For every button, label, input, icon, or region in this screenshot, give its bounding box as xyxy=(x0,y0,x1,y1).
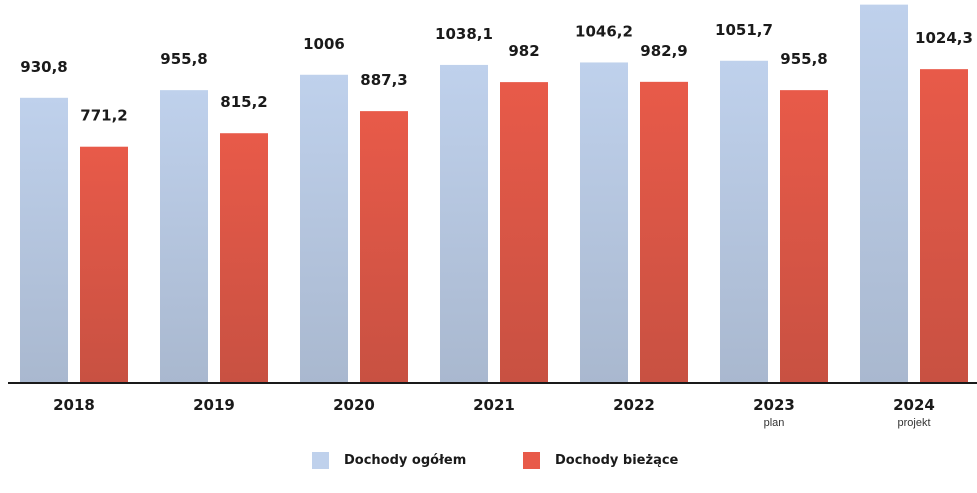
bar-dochody-biezace-2021 xyxy=(500,82,548,383)
value-label-dochody-biezace-2022: 982,9 xyxy=(640,42,687,60)
category-sublabel-2024: projekt xyxy=(897,417,930,429)
legend-label-dochody-ogolem: Dochody ogółem xyxy=(344,452,467,468)
value-label-dochody-ogolem-2019: 955,8 xyxy=(160,50,207,68)
value-label-dochody-ogolem-2021: 1038,1 xyxy=(435,25,493,43)
category-sublabel-2023: plan xyxy=(764,417,785,429)
bar-dochody-biezace-2019 xyxy=(220,133,268,383)
category-labels-group: 2018 2019 2020 2021 2022 2023 plan 2024 projekt xyxy=(53,396,935,429)
value-label-dochody-biezace-2020: 887,3 xyxy=(360,71,407,89)
value-label-dochody-biezace-2021: 982 xyxy=(508,42,539,60)
category-label-2021: 2021 xyxy=(473,396,515,414)
bar-dochody-ogolem-2023 xyxy=(720,60,768,383)
bar-dochody-ogolem-2020 xyxy=(300,74,348,383)
value-labels-group: 930,8 771,2 955,8 815,2 1006 887,3 1038,1 982 10… xyxy=(20,21,973,125)
value-label-dochody-biezace-2019: 815,2 xyxy=(220,93,267,111)
legend-swatch-dochody-ogolem xyxy=(312,451,329,469)
bar-dochody-biezace-2024 xyxy=(920,69,968,383)
category-label-2023: 2023 xyxy=(753,396,795,414)
bar-dochody-ogolem-2021 xyxy=(440,64,488,384)
bar-dochody-ogolem-2024 xyxy=(860,4,908,383)
category-label-2022: 2022 xyxy=(613,396,655,414)
bar-dochody-ogolem-2019 xyxy=(160,90,208,383)
bar-dochody-biezace-2018 xyxy=(80,146,128,383)
bar-dochody-ogolem-2022 xyxy=(580,62,628,383)
value-label-dochody-ogolem-2020: 1006 xyxy=(303,35,345,53)
category-label-2020: 2020 xyxy=(333,396,375,414)
value-label-dochody-biezace-2018: 771,2 xyxy=(80,107,127,125)
value-label-dochody-ogolem-2023: 1051,7 xyxy=(715,21,773,39)
legend-item-dochody-ogolem: Dochody ogółem xyxy=(312,450,466,470)
legend-label-dochody-biezace: Dochody bieżące xyxy=(555,452,679,468)
category-label-2018: 2018 xyxy=(53,396,95,414)
value-label-dochody-biezace-2024: 1024,3 xyxy=(915,29,973,47)
value-label-dochody-ogolem-2018: 930,8 xyxy=(20,58,67,76)
legend: Dochody ogółem Dochody bieżące xyxy=(0,450,977,470)
legend-swatch-dochody-biezace xyxy=(523,451,540,469)
legend-item-dochody-biezace: Dochody bieżące xyxy=(523,450,678,470)
bars-group xyxy=(20,4,968,384)
value-label-dochody-biezace-2023: 955,8 xyxy=(780,50,827,68)
bar-dochody-ogolem-2018 xyxy=(20,97,68,383)
bar-dochody-biezace-2020 xyxy=(360,111,408,383)
category-label-2019: 2019 xyxy=(193,396,235,414)
bar-dochody-biezace-2022 xyxy=(640,81,688,383)
bar-chart: 930,8 771,2 955,8 815,2 1006 887,3 1038,1 982 10… xyxy=(8,4,977,429)
category-label-2024: 2024 xyxy=(893,396,935,414)
bar-dochody-biezace-2023 xyxy=(780,90,828,383)
value-label-dochody-ogolem-2022: 1046,2 xyxy=(575,22,633,40)
